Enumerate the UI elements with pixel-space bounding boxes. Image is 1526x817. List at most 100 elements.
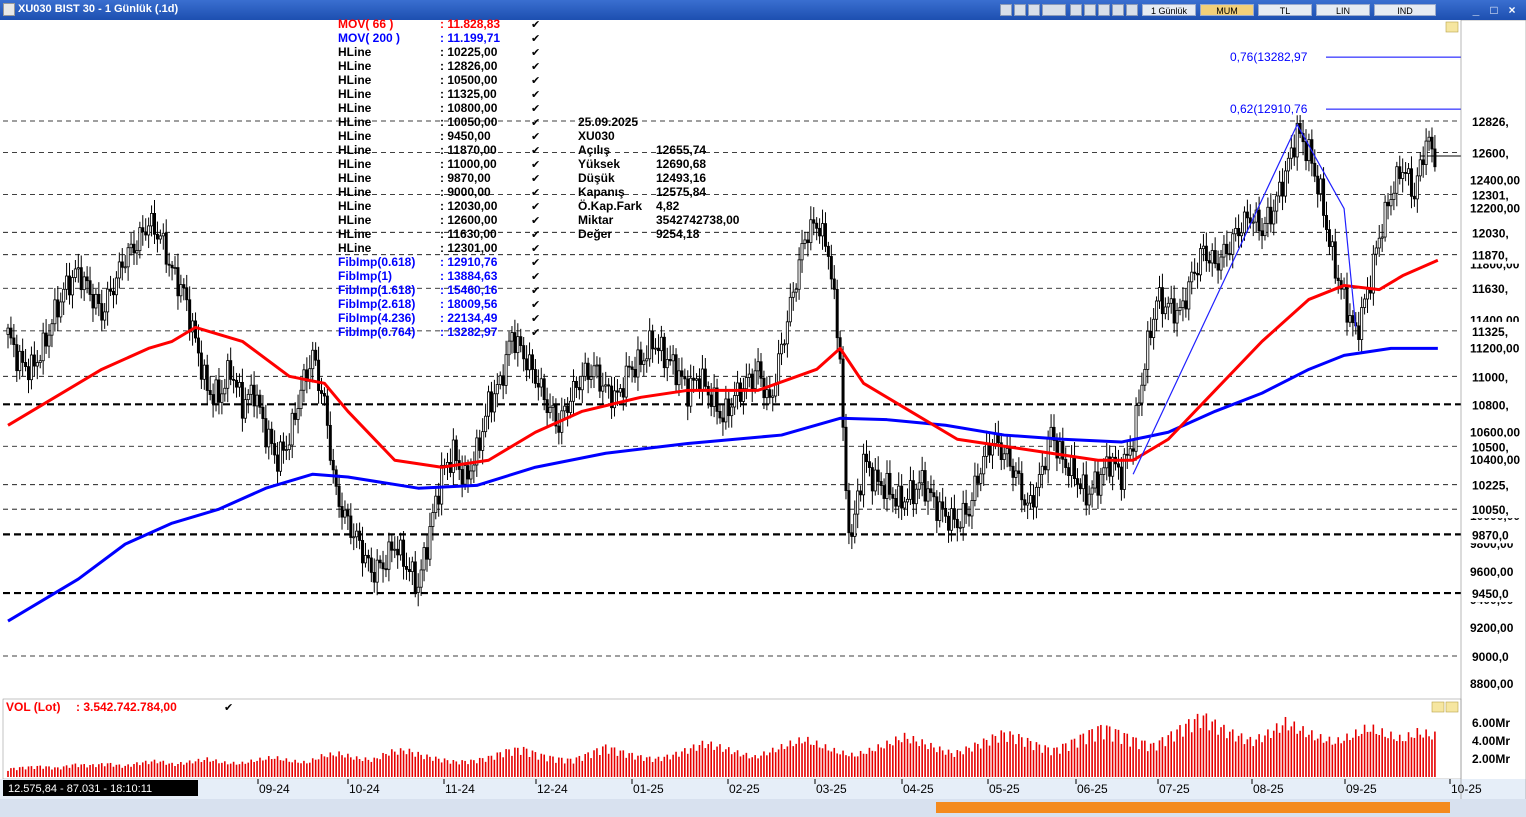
legend-check-icon[interactable]: ✔: [531, 229, 541, 241]
candle-down: [630, 366, 634, 370]
hline-label: HLine: [338, 171, 372, 185]
indicator-icon[interactable]: [1028, 4, 1040, 16]
candle-up: [1128, 448, 1132, 456]
close-button[interactable]: ×: [1508, 3, 1516, 17]
style-button[interactable]: MUM: [1200, 4, 1254, 16]
candle-down: [1067, 467, 1071, 477]
candle-down: [1196, 273, 1200, 276]
legend-check-icon[interactable]: ✔: [531, 215, 541, 227]
candle-down: [1075, 478, 1079, 485]
candle-down: [835, 288, 839, 339]
candle-up: [495, 384, 499, 395]
volume-check-icon[interactable]: ✔: [224, 702, 234, 714]
candle-up: [601, 385, 605, 392]
currency-button[interactable]: TL: [1258, 4, 1312, 16]
candle-down: [879, 481, 883, 486]
candle-down: [217, 379, 221, 403]
candle-up: [1427, 136, 1431, 142]
price-tick-label: 10600,00: [1470, 425, 1520, 439]
legend-check-icon[interactable]: ✔: [531, 61, 541, 73]
legend-check-icon[interactable]: ✔: [531, 327, 541, 339]
candle-down: [144, 231, 148, 236]
legend-check-icon[interactable]: ✔: [531, 285, 541, 297]
candle-down: [1096, 471, 1100, 496]
panel-menu-icon[interactable]: [1445, 21, 1459, 33]
legend-check-icon[interactable]: ✔: [531, 271, 541, 283]
candle-down: [674, 354, 678, 386]
price-chart[interactable]: 0,76(13282,97 0,62(12910,76 8800,00 9200,0…: [0, 20, 1526, 817]
candle-down: [806, 239, 810, 244]
candle-down: [358, 530, 362, 541]
title-bar[interactable]: XU030 BIST 30 - 1 Günlük (.1d) 1 Günlük …: [0, 0, 1526, 20]
candle-down: [639, 349, 643, 365]
minimize-button[interactable]: _: [1472, 3, 1480, 17]
scrollbar-thumb[interactable]: [936, 802, 1450, 813]
price-tick-label: 11200,00: [1470, 341, 1520, 355]
legend-check-icon[interactable]: ✔: [531, 257, 541, 269]
volume-menu-icon[interactable]: [1445, 701, 1459, 713]
candle-down: [384, 568, 388, 571]
candle-up: [1377, 237, 1381, 249]
candle-down: [88, 280, 92, 295]
info-row-label: Yüksek: [578, 157, 621, 171]
candle-down: [109, 288, 113, 292]
legend-check-icon[interactable]: ✔: [531, 243, 541, 255]
x-tick-label: 06-25: [1077, 782, 1108, 796]
hline-label: 9000,0: [1472, 650, 1509, 664]
candle-up: [507, 340, 511, 356]
legend-check-icon[interactable]: ✔: [531, 313, 541, 325]
candle-up: [642, 360, 646, 365]
legend-check-icon[interactable]: ✔: [531, 201, 541, 213]
legend-check-icon[interactable]: ✔: [531, 47, 541, 59]
info-row-label: Miktar: [578, 213, 614, 227]
scale-button[interactable]: LIN: [1316, 4, 1370, 16]
volume-settings-icon[interactable]: [1431, 701, 1445, 713]
candle-down: [718, 410, 722, 419]
legend-check-icon[interactable]: ✔: [531, 33, 541, 45]
x-tick-label: 09-24: [259, 782, 290, 796]
legend-check-icon[interactable]: ✔: [531, 89, 541, 101]
candle-down: [530, 354, 534, 370]
legend-check-icon[interactable]: ✔: [531, 187, 541, 199]
candle-up: [1389, 199, 1393, 207]
candle-up: [440, 464, 444, 505]
candle-up: [958, 526, 962, 529]
legend-check-icon[interactable]: ✔: [531, 159, 541, 171]
candle-down: [829, 256, 833, 280]
candle-down: [1216, 263, 1220, 271]
draw-icon[interactable]: [1014, 4, 1026, 16]
candle-up: [47, 334, 51, 347]
zoom-icon[interactable]: [1084, 4, 1096, 16]
template-icon[interactable]: [1042, 4, 1066, 16]
settings-icon[interactable]: [1098, 4, 1110, 16]
candle-down: [346, 509, 350, 517]
mode-button[interactable]: IND: [1374, 4, 1436, 16]
candle-down: [1333, 241, 1337, 279]
candle-up: [135, 250, 139, 254]
chart-icon[interactable]: [1000, 4, 1012, 16]
legend-check-icon[interactable]: ✔: [531, 145, 541, 157]
x-tick-label: 07-25: [1159, 782, 1190, 796]
legend-check-icon[interactable]: ✔: [531, 299, 541, 311]
candle-down: [513, 332, 517, 354]
maximize-button[interactable]: □: [1490, 3, 1498, 17]
candle-up: [856, 490, 860, 515]
candle-up: [191, 320, 195, 333]
period-button[interactable]: 1 Günlük: [1142, 4, 1196, 16]
help-icon[interactable]: [1126, 4, 1138, 16]
x-tick-label: 11-24: [445, 782, 475, 796]
candle-up: [1157, 287, 1161, 302]
print-icon[interactable]: [1112, 4, 1124, 16]
candle-up: [1380, 236, 1384, 239]
candle-up: [982, 455, 986, 475]
legend-check-icon[interactable]: ✔: [531, 75, 541, 87]
candle-down: [132, 243, 136, 254]
legend-check-icon[interactable]: ✔: [531, 117, 541, 129]
legend-check-icon[interactable]: ✔: [531, 19, 541, 31]
legend-check-icon[interactable]: ✔: [531, 131, 541, 143]
candle-up: [724, 398, 728, 423]
legend-check-icon[interactable]: ✔: [531, 103, 541, 115]
legend-check-icon[interactable]: ✔: [531, 173, 541, 185]
candle-up: [1175, 310, 1179, 324]
compare-icon[interactable]: [1070, 4, 1082, 16]
